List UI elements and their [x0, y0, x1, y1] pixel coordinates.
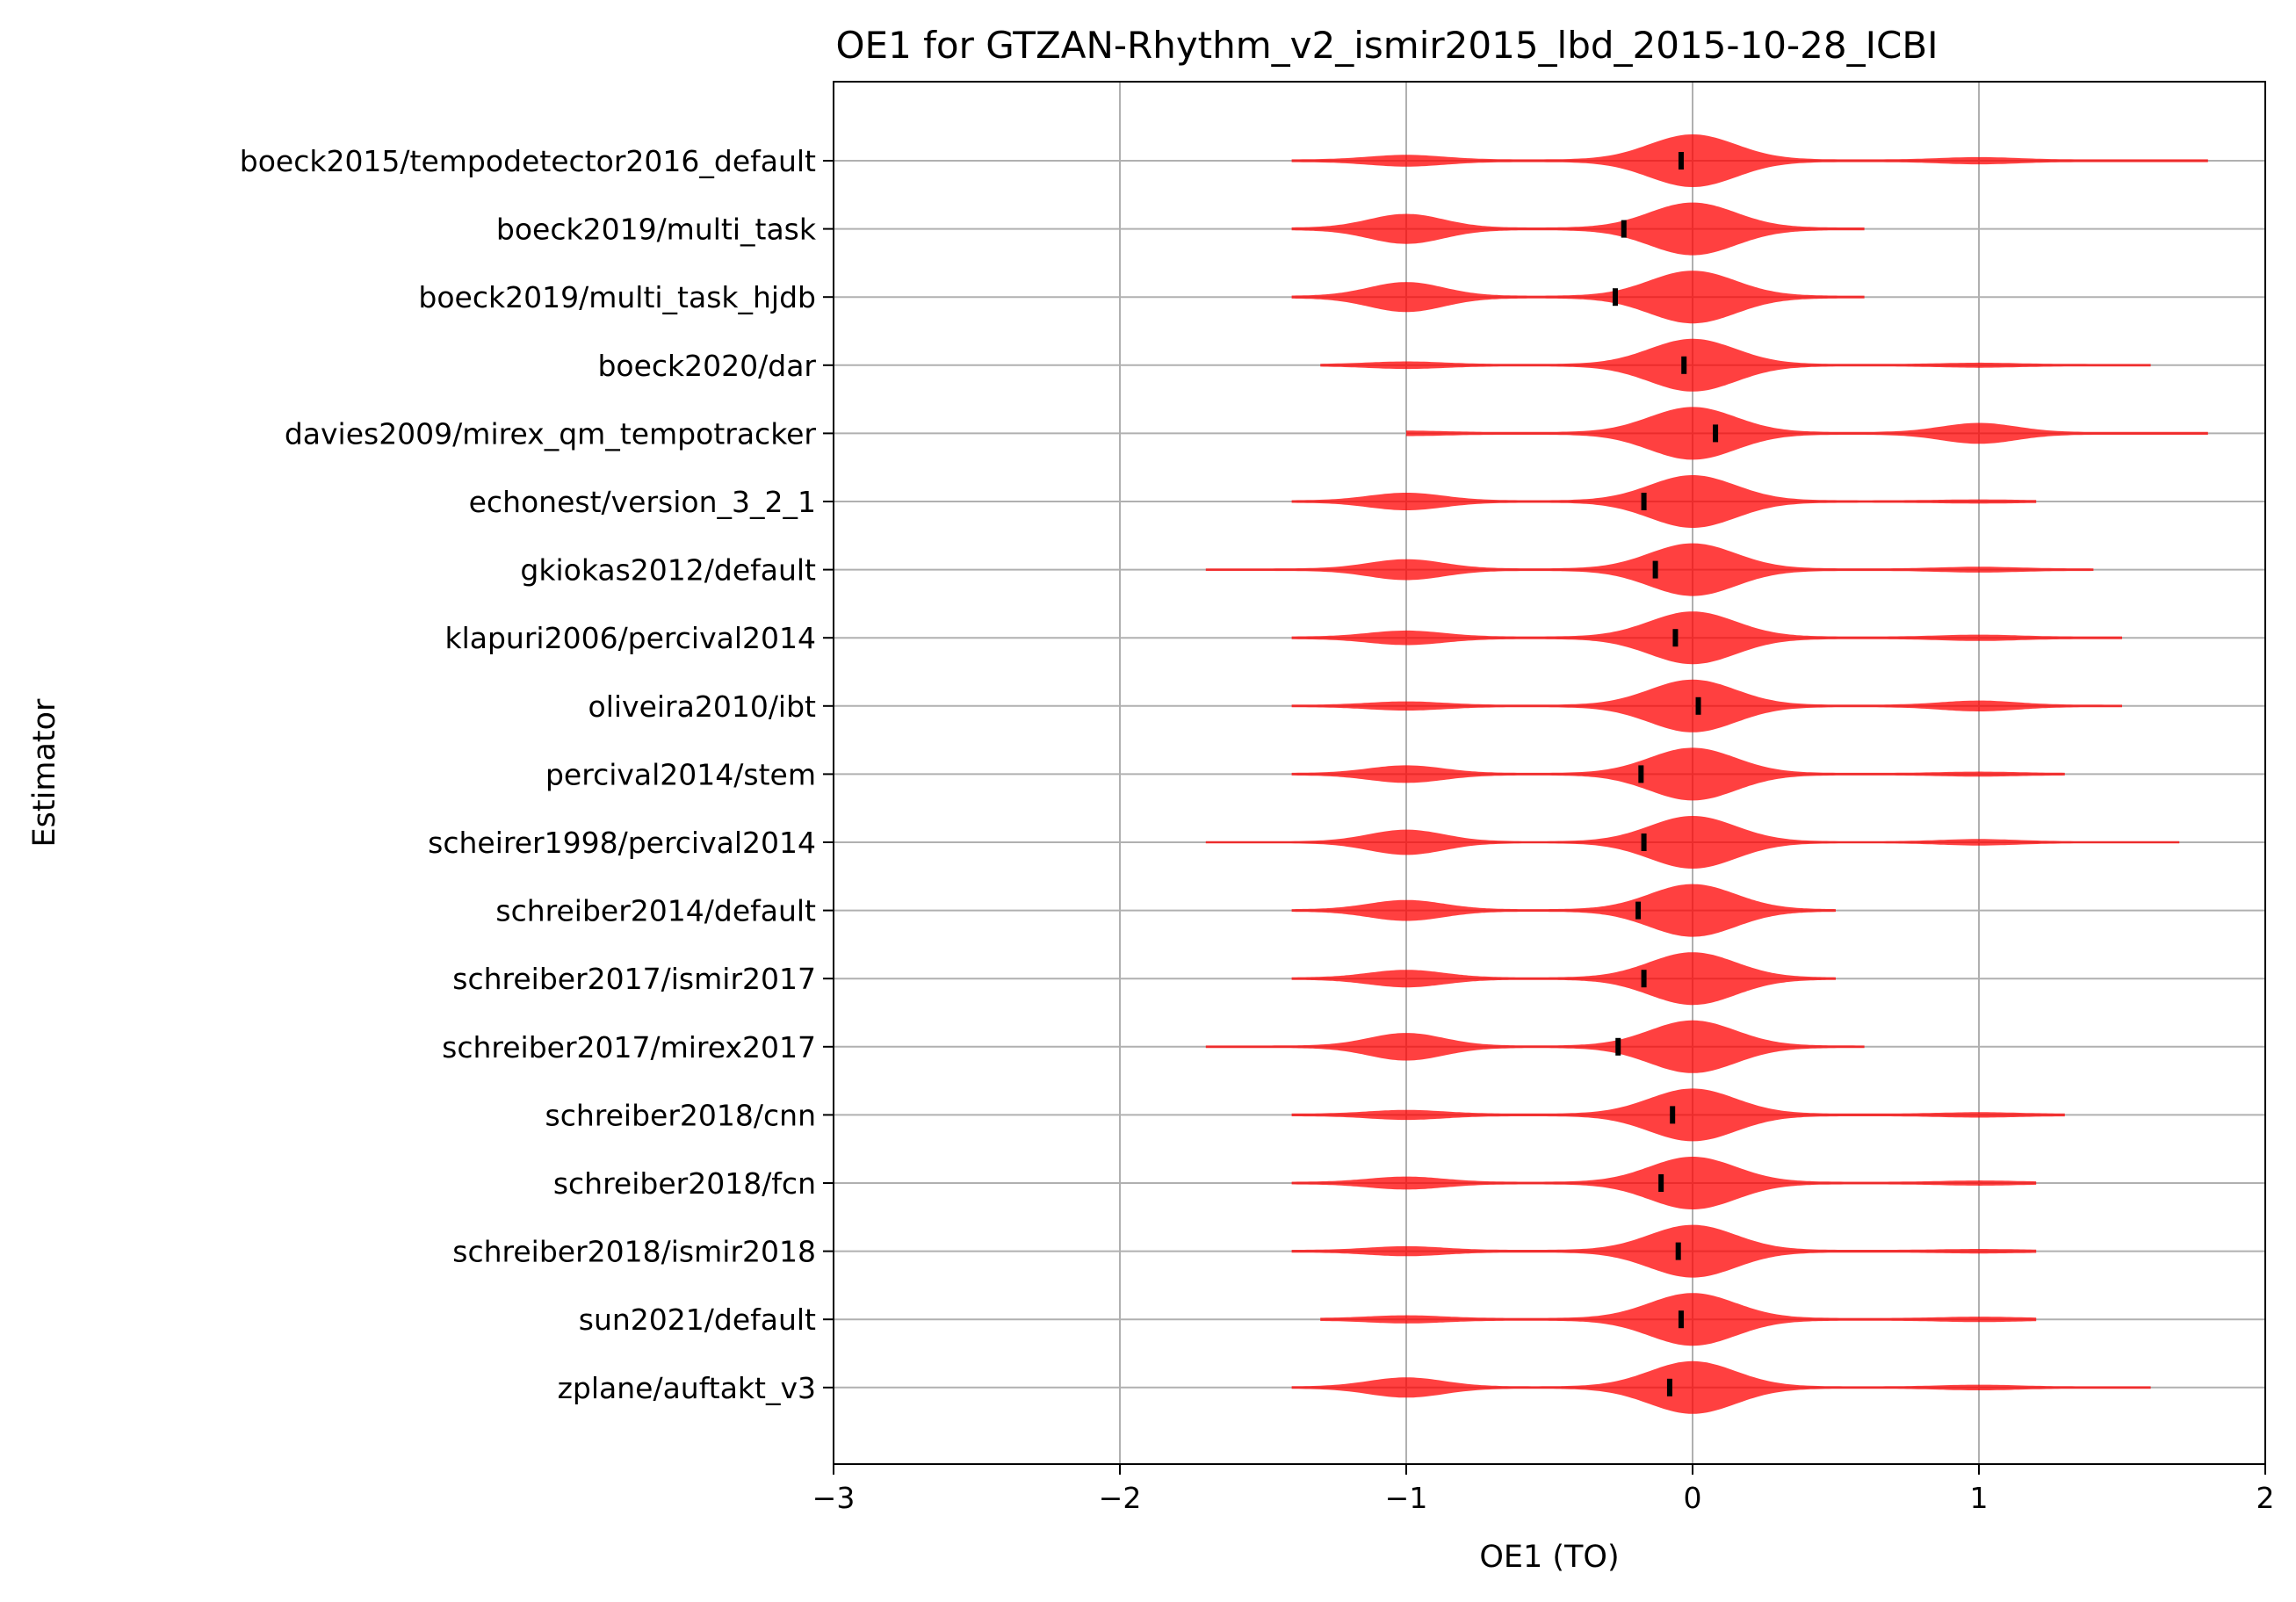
violin — [1291, 202, 1865, 256]
violin — [1291, 1088, 2065, 1142]
violin — [1291, 271, 1865, 324]
violin — [1205, 543, 2094, 596]
y-tick-label: boeck2020/dar — [597, 349, 816, 383]
y-tick-label: percival2014/stem — [545, 757, 816, 791]
x-tick-label: 2 — [2256, 1481, 2275, 1515]
violin — [1320, 1293, 2037, 1346]
plot-frame — [833, 81, 2266, 1465]
x-tick-label: −2 — [1099, 1481, 1142, 1515]
violin — [1406, 407, 2208, 460]
violin — [1291, 747, 2065, 801]
y-tick-label: klapuri2006/percival2014 — [444, 621, 816, 655]
y-tick-label: schreiber2018/ismir2018 — [452, 1235, 816, 1269]
violin — [1291, 952, 1836, 1006]
y-tick-label: boeck2015/tempodetector2016_default — [240, 144, 816, 178]
y-tick-label: zplane/auftakt_v3 — [558, 1371, 816, 1405]
violin — [1291, 1360, 2151, 1414]
violin — [1291, 679, 2122, 732]
x-tick-label: 1 — [1970, 1481, 1989, 1515]
y-tick-label: schreiber2017/ismir2017 — [452, 962, 816, 996]
y-tick-label: echonest/version_3_2_1 — [469, 485, 816, 519]
violin — [1205, 816, 2180, 869]
violin — [1205, 1020, 1865, 1073]
violin — [1291, 611, 2122, 665]
violin-layer — [1205, 134, 2208, 1414]
y-tick-label: boeck2019/multi_task_hjdb — [418, 280, 816, 314]
x-axis-label: OE1 (TO) — [1479, 1540, 1619, 1575]
chart-title: OE1 for GTZAN-Rhythm_v2_ismir2015_lbd_20… — [835, 24, 1938, 67]
y-tick-label: oliveira2010/ibt — [588, 689, 817, 724]
y-tick-label: davies2009/mirex_qm_tempotracker — [285, 416, 817, 451]
x-tick-label: −3 — [812, 1481, 856, 1515]
y-tick-label: schreiber2018/cnn — [545, 1098, 816, 1132]
y-tick-label: scheirer1998/percival2014 — [428, 826, 816, 860]
y-tick-label: gkiokas2012/default — [520, 553, 816, 588]
axis-layer: −3 −2 −1 0 1 2 boeck2015/tempodetector2016_def… — [240, 144, 2275, 1515]
x-tick-label: −1 — [1385, 1481, 1428, 1515]
violin — [1320, 338, 2151, 392]
y-tick-label: schreiber2018/fcn — [553, 1166, 816, 1201]
violin — [1291, 1157, 2037, 1209]
x-tick-label: 0 — [1684, 1481, 1702, 1515]
y-tick-label: boeck2019/multi_task — [496, 213, 817, 247]
violin — [1291, 475, 2037, 528]
violin — [1291, 884, 1836, 937]
y-axis-label: Estimator — [27, 698, 62, 847]
violin — [1291, 1224, 2037, 1278]
y-tick-label: schreiber2017/mirex2017 — [442, 1030, 816, 1064]
violin — [1291, 134, 2208, 187]
y-tick-label: schreiber2014/default — [495, 894, 816, 928]
mean-marker-layer — [1612, 152, 1719, 1396]
y-tick-label: sun2021/default — [579, 1303, 816, 1337]
